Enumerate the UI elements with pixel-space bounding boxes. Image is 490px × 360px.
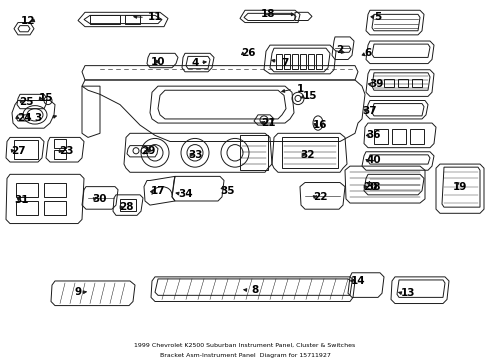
Bar [44,183,66,197]
Bar [284,54,290,69]
Text: 9: 9 [74,287,81,297]
Text: 38: 38 [367,182,381,192]
Text: 17: 17 [151,186,165,196]
Text: 16: 16 [313,120,327,130]
Bar [90,15,120,24]
Text: 15: 15 [303,91,317,102]
Bar [300,54,306,69]
Text: 10: 10 [151,57,165,67]
Text: 8: 8 [251,285,259,295]
Bar [54,150,66,159]
Text: 30: 30 [93,194,107,204]
Text: 39: 39 [369,79,383,89]
Text: 22: 22 [313,192,327,202]
Bar [14,140,38,159]
Text: 24: 24 [17,113,31,123]
Text: 15: 15 [39,94,53,103]
Text: 12: 12 [21,15,35,26]
Text: 1999 Chevrolet K2500 Suburban Instrument Panel, Cluster & Switches: 1999 Chevrolet K2500 Suburban Instrument… [134,342,356,347]
Text: 25: 25 [19,96,33,107]
Text: 5: 5 [374,13,382,22]
Bar [276,54,282,69]
Bar [392,129,406,144]
Text: 32: 32 [301,150,315,160]
Bar [316,54,322,69]
Bar [240,135,268,170]
Text: 18: 18 [261,9,275,19]
Bar [374,129,388,144]
Text: 37: 37 [363,106,377,116]
Text: 11: 11 [148,13,162,22]
Bar [282,138,338,168]
Text: Bracket Asm-Instrument Panel  Diagram for 15711927: Bracket Asm-Instrument Panel Diagram for… [160,353,330,358]
Text: 14: 14 [351,276,366,286]
Text: 6: 6 [365,48,371,58]
Bar [384,79,394,87]
Text: 33: 33 [189,150,203,160]
Bar [292,54,298,69]
Bar [120,199,136,211]
Bar [16,183,38,197]
Text: 29: 29 [141,146,155,156]
Bar [308,54,314,69]
Text: 28: 28 [119,202,133,212]
Text: 1: 1 [296,84,304,94]
Text: 40: 40 [367,155,381,165]
Text: 4: 4 [191,58,198,68]
Text: 23: 23 [59,146,73,156]
Text: 20: 20 [363,182,377,192]
Text: 36: 36 [367,130,381,140]
Bar [398,79,408,87]
Bar [125,15,140,24]
Text: 27: 27 [11,146,25,156]
Text: 7: 7 [281,58,289,68]
Text: 31: 31 [15,195,29,205]
Bar [54,139,66,148]
Text: 19: 19 [453,182,467,192]
Bar [44,201,66,215]
Bar [16,201,38,215]
Bar [412,79,422,87]
Text: 2: 2 [336,45,343,55]
Bar [410,129,424,144]
Text: 3: 3 [34,113,42,123]
Text: 34: 34 [179,189,194,199]
Text: 21: 21 [261,118,275,128]
Text: 35: 35 [221,186,235,196]
Text: 13: 13 [401,288,415,298]
Text: 26: 26 [241,48,255,58]
